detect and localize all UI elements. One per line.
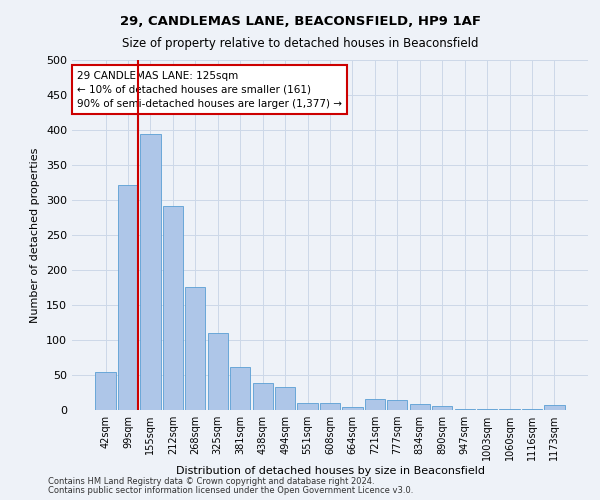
Bar (95, 372, 116, 410)
Bar (140, 134, 161, 410)
Bar (455, 408, 475, 410)
Bar (387, 400, 407, 410)
Bar (298, 403, 317, 410)
Bar (410, 404, 430, 410)
X-axis label: Distribution of detached houses by size in Beaconsfield: Distribution of detached houses by size … (176, 466, 485, 476)
Bar (208, 333, 228, 410)
Y-axis label: Number of detached properties: Number of detached properties (31, 148, 40, 322)
Bar (320, 403, 340, 410)
Bar (230, 366, 250, 410)
Bar (432, 406, 452, 410)
Text: Size of property relative to detached houses in Beaconsfield: Size of property relative to detached ho… (122, 38, 478, 51)
Bar (343, 406, 362, 410)
Bar (118, 184, 138, 410)
Text: Contains HM Land Registry data © Crown copyright and database right 2024.: Contains HM Land Registry data © Crown c… (48, 477, 374, 486)
Text: 29 CANDLEMAS LANE: 125sqm
← 10% of detached houses are smaller (161)
90% of semi: 29 CANDLEMAS LANE: 125sqm ← 10% of detac… (77, 70, 342, 108)
Bar (275, 387, 295, 410)
Bar (522, 408, 542, 410)
Text: 29, CANDLEMAS LANE, BEACONSFIELD, HP9 1AF: 29, CANDLEMAS LANE, BEACONSFIELD, HP9 1A… (119, 15, 481, 28)
Bar (185, 287, 205, 410)
Text: Contains public sector information licensed under the Open Government Licence v3: Contains public sector information licen… (48, 486, 413, 495)
Bar (365, 399, 385, 410)
Bar (163, 206, 183, 410)
Bar (253, 384, 273, 410)
Bar (544, 405, 565, 410)
Bar (477, 408, 497, 410)
